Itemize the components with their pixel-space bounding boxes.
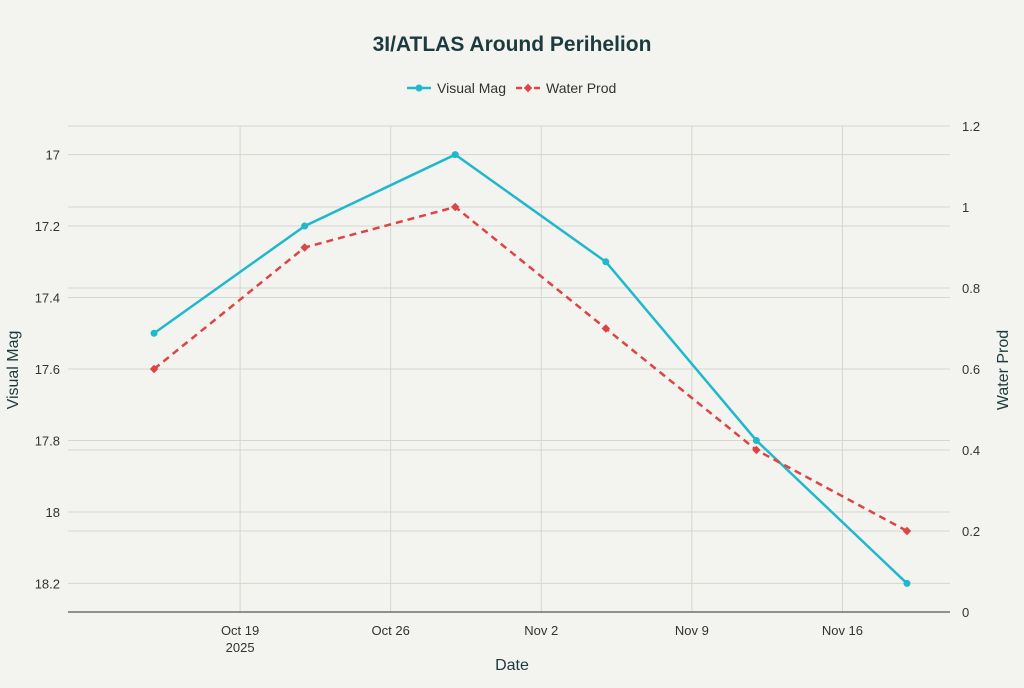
y2-tick-label: 1.2 [962,119,980,134]
series-line-water-prod [153,205,908,533]
y-tick-label: 17.8 [35,433,60,448]
data-point [902,526,912,536]
x-tick-label: Nov 9 [675,623,709,638]
y2-tick-label: 0.2 [962,524,980,539]
x-tick-sublabel: 2025 [226,640,255,655]
data-point [149,364,159,374]
y2-tick-label: 0 [962,605,969,620]
y2-tick-label: 1 [962,200,969,215]
y-tick-label: 17.6 [35,362,60,377]
data-point [451,151,459,159]
data-point [752,436,760,444]
legend-marker [523,83,533,93]
data-point [300,243,309,252]
y-axis-label: Visual Mag [5,331,22,410]
x-axis-label: Date [495,657,529,674]
y-tick-label: 18.2 [35,576,60,591]
y-tick-label: 17 [46,148,60,163]
x-tick-label: Nov 2 [524,623,558,638]
data-point [903,579,911,587]
data-point [752,445,761,455]
y-tick-label: 18 [46,505,60,520]
chart-title: 3I/ATLAS Around Perihelion [373,33,652,56]
series-line-visual-mag [153,153,908,585]
x-tick-label: Oct 19 [221,623,259,638]
legend-label: Water Prod [546,80,616,96]
data-point [601,324,611,333]
legend-marker [415,84,423,92]
y2-tick-label: 0.4 [962,443,980,458]
y-tick-label: 17.2 [35,219,60,234]
data-point [450,202,460,212]
data-point [150,329,158,337]
y2-tick-label: 0.8 [962,281,980,296]
x-tick-label: Oct 26 [372,623,410,638]
legend-label: Visual Mag [437,80,506,96]
y-tick-label: 17.4 [35,291,60,306]
data-point [301,222,309,230]
data-point [602,258,610,266]
x-tick-label: Nov 16 [822,623,863,638]
y2-axis-label: Water Prod [995,330,1012,410]
y2-tick-label: 0.6 [962,362,980,377]
